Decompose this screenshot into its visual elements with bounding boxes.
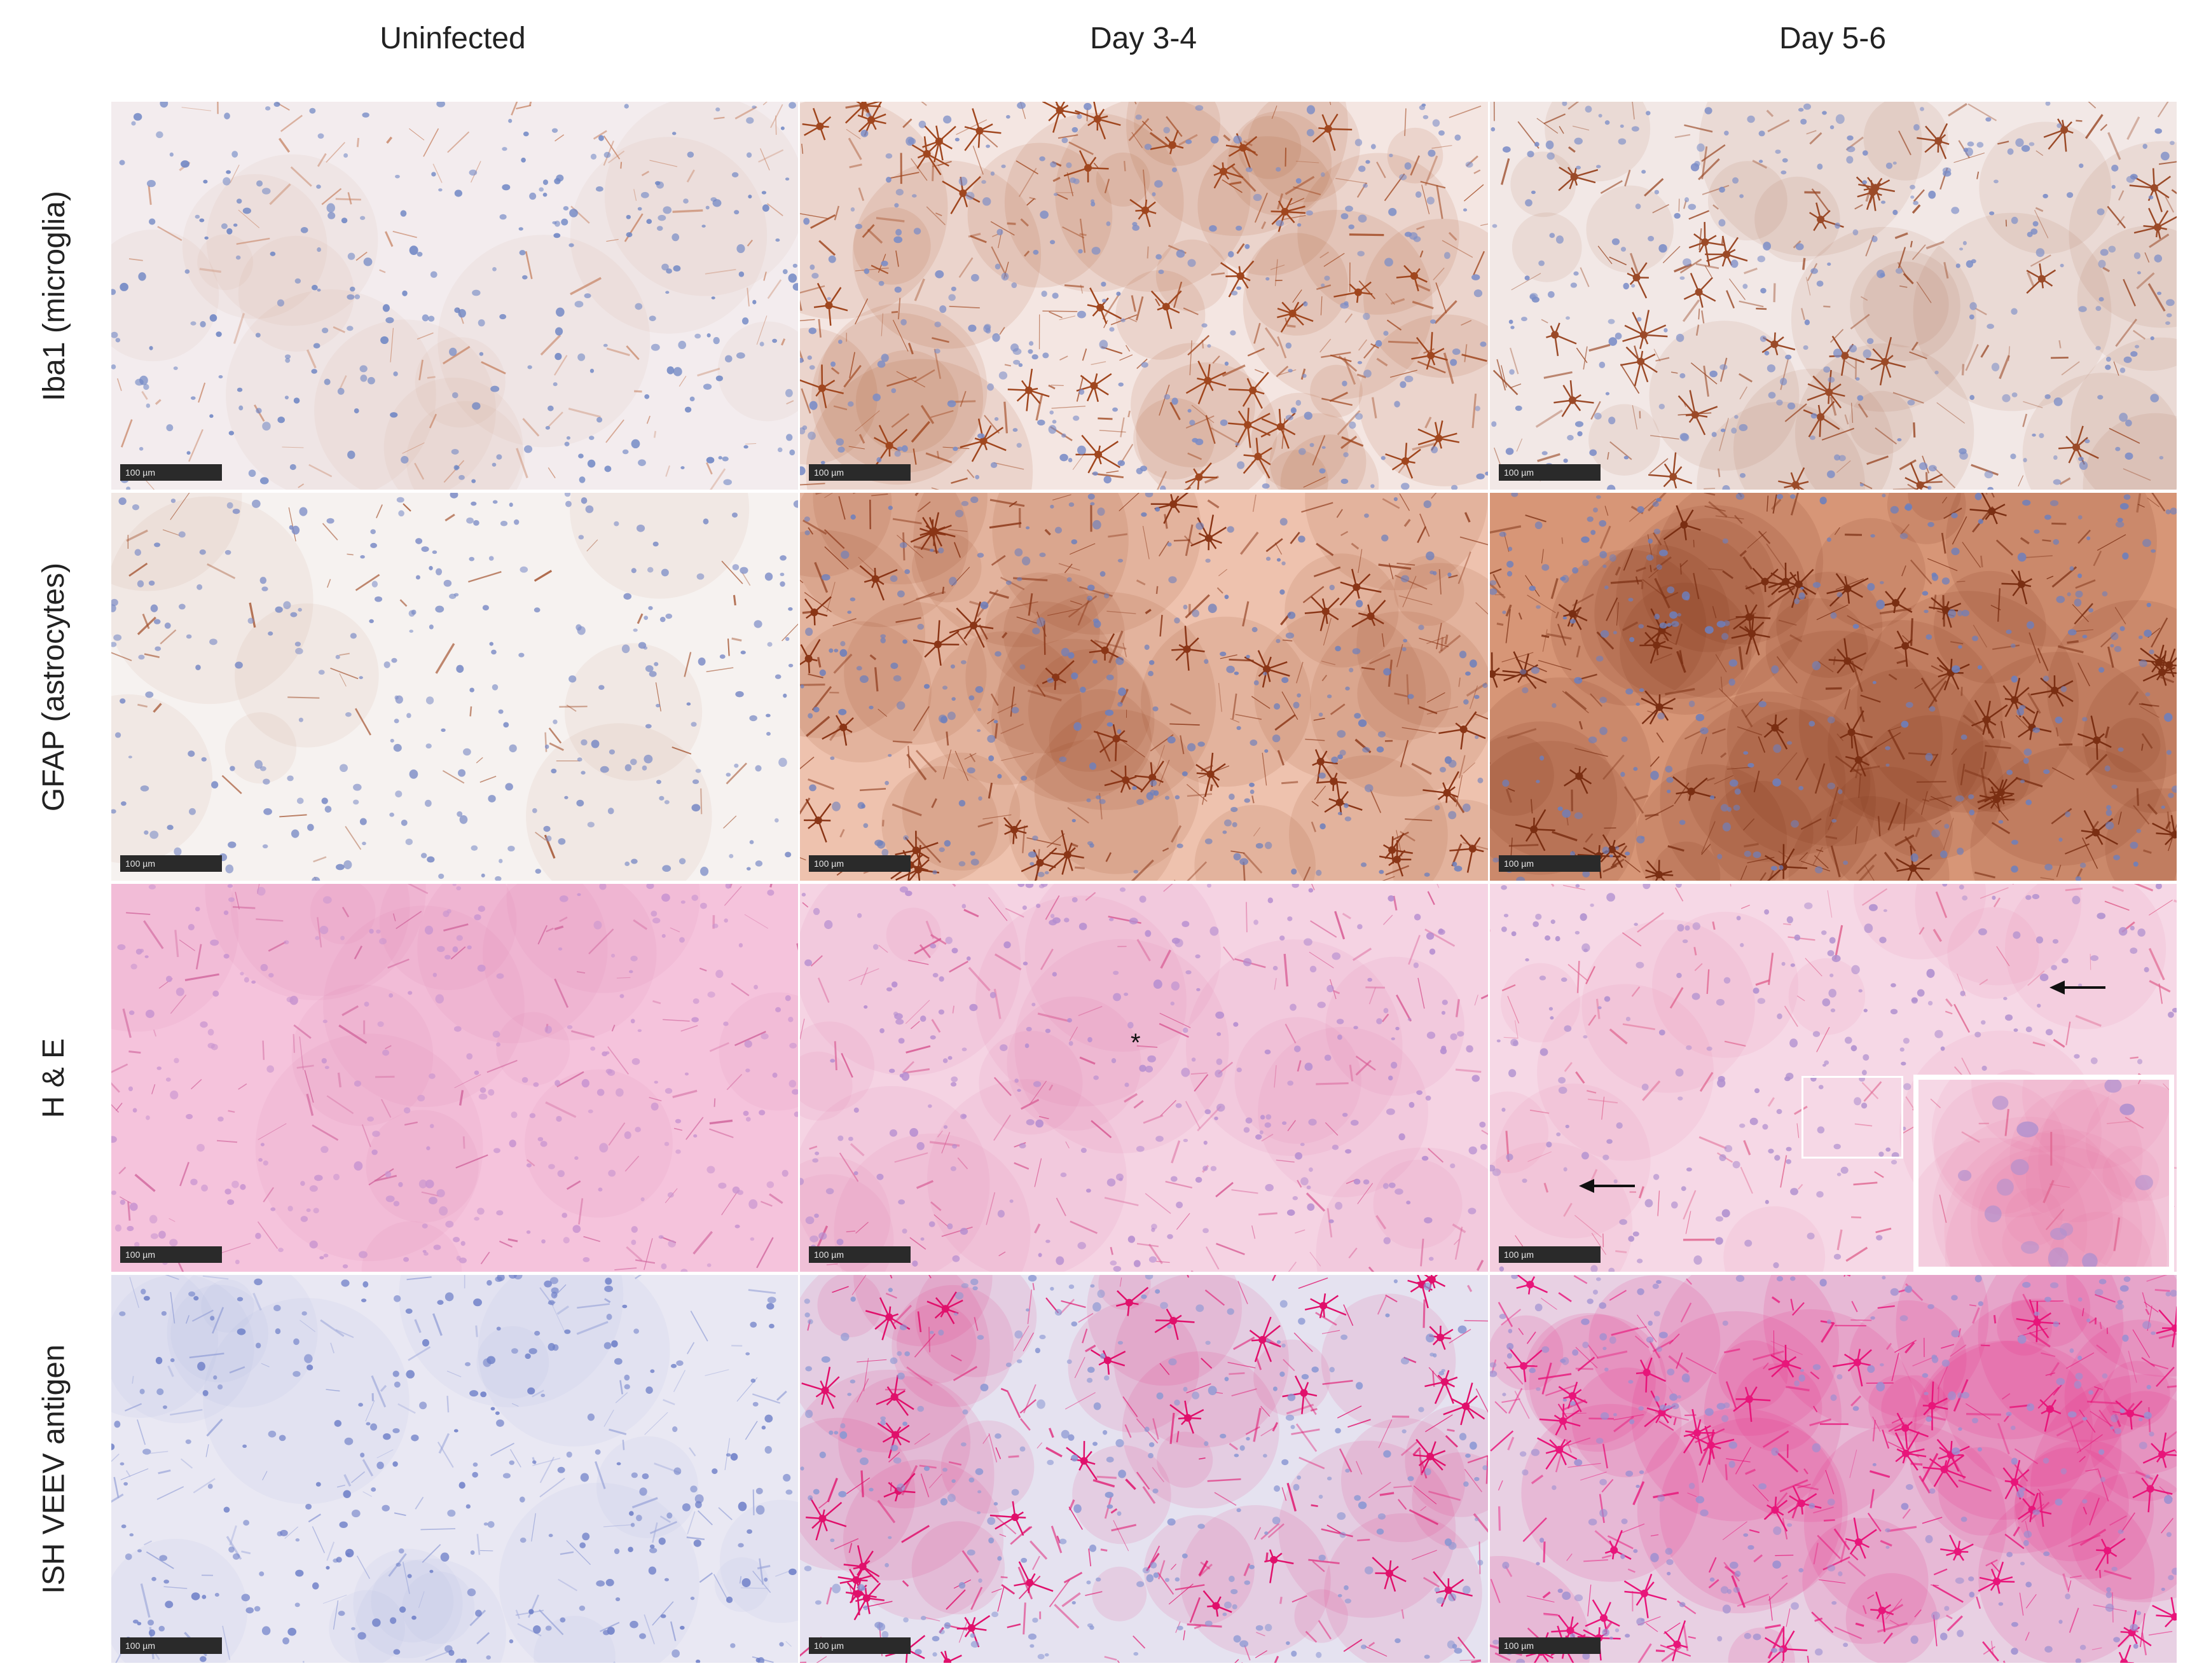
scale-bar: 100 µm <box>1499 855 1601 872</box>
panel-iba1-uninfected: 100 µm <box>111 102 798 490</box>
panel-gfap-day-5-6: 100 µm <box>1490 493 2177 881</box>
scale-bar: 100 µm <box>120 1637 222 1654</box>
row-label-iba1: Iba1 (microglia) <box>37 190 71 401</box>
scale-bar: 100 µm <box>120 855 222 872</box>
scale-bar: 100 µm <box>120 1246 222 1263</box>
panel-ish-day-3-4: 100 µm <box>800 1275 1488 1663</box>
panel-ish-uninfected: 100 µm <box>111 1275 798 1663</box>
row-label-ish: ISH VEEV antigen <box>37 1344 71 1594</box>
panel-he-uninfected: 100 µm <box>111 884 798 1272</box>
scale-bar: 100 µm <box>809 464 911 481</box>
asterisk-marker: * <box>1131 1029 1141 1057</box>
arrow-icon <box>2049 981 2105 995</box>
panel-iba1-day-5-6: 100 µm <box>1490 102 2177 490</box>
scale-bar: 100 µm <box>809 1637 911 1654</box>
panel-he-day-3-4: * 100 µm <box>800 884 1488 1272</box>
panel-ish-day-5-6: 100 µm <box>1490 1275 2177 1663</box>
panel-iba1-day-3-4: 100 µm <box>800 102 1488 490</box>
column-header-uninfected: Uninfected <box>380 22 526 55</box>
he-magnified-inset <box>1913 1075 2174 1272</box>
panel-gfap-uninfected: 100 µm <box>111 493 798 881</box>
scale-bar: 100 µm <box>1499 464 1601 481</box>
arrow-icon <box>1579 1179 1635 1193</box>
inset-source-box <box>1801 1076 1903 1159</box>
column-header-day-3-4: Day 3-4 <box>1089 22 1197 55</box>
scale-bar: 100 µm <box>1499 1637 1601 1654</box>
row-label-he: H & E <box>37 1038 71 1118</box>
row-label-gfap: GFAP (astrocytes) <box>37 562 71 811</box>
scale-bar: 100 µm <box>809 855 911 872</box>
scale-bar: 100 µm <box>1499 1246 1601 1263</box>
column-header-day-5-6: Day 5-6 <box>1779 22 1887 55</box>
scale-bar: 100 µm <box>809 1246 911 1263</box>
panel-gfap-day-3-4: 100 µm <box>800 493 1488 881</box>
scale-bar: 100 µm <box>120 464 222 481</box>
